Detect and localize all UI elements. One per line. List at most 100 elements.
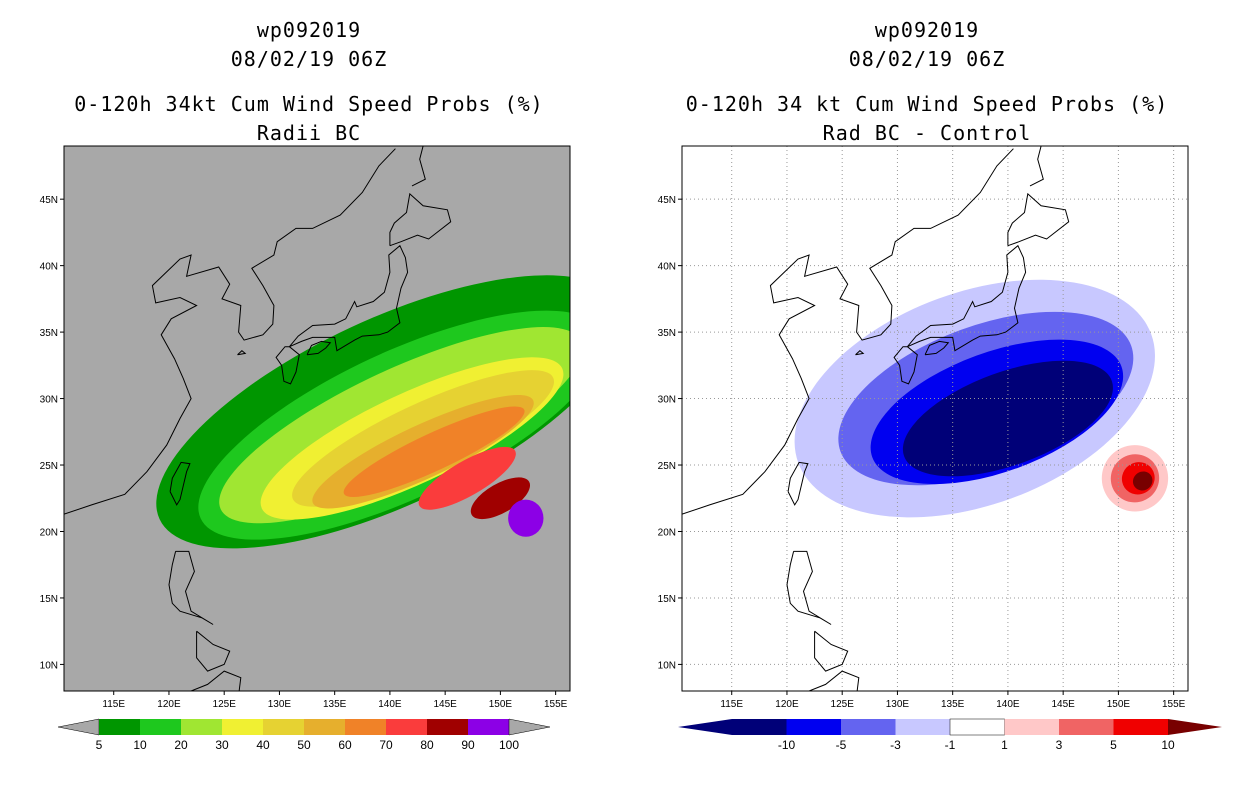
coastline xyxy=(389,192,452,247)
lon-tick-label: 115E xyxy=(720,699,743,710)
shade-contour xyxy=(418,446,516,510)
shading-layer xyxy=(156,275,570,549)
coastline xyxy=(893,346,918,385)
colorbar-segment xyxy=(1113,719,1168,735)
lon-tick-label: 150E xyxy=(1107,699,1131,710)
colorbar-segment xyxy=(222,719,263,735)
colorbar-segment xyxy=(99,719,140,735)
colorbar-segment xyxy=(1059,719,1114,735)
lon-tick-label: 120E xyxy=(775,699,799,710)
coastline xyxy=(306,340,332,356)
lat-tick-label: 30N xyxy=(658,395,676,406)
colorbar-end xyxy=(57,718,100,736)
panel-subtitle: Radii BC xyxy=(256,121,362,145)
colorbar-segment xyxy=(386,719,427,735)
colorbar-label: -1 xyxy=(945,738,956,752)
coastline xyxy=(411,146,426,187)
colorbar-segment xyxy=(895,719,950,735)
coastline xyxy=(190,670,242,691)
coastline xyxy=(855,350,865,356)
lon-tick-label: 155E xyxy=(1162,699,1186,710)
colorbar-segment xyxy=(345,719,386,735)
colorbar-label: -3 xyxy=(890,738,901,752)
colorbar-label: 1 xyxy=(1001,738,1008,752)
colorbar-label: 30 xyxy=(215,738,229,752)
colorbar-label: 60 xyxy=(338,738,352,752)
colorbar-label: 10 xyxy=(133,738,147,752)
colorbar-segment xyxy=(949,718,1005,736)
colorbar-segment xyxy=(304,719,345,735)
storm-id: wp092019 xyxy=(874,18,980,42)
lat-tick-label: 15N xyxy=(40,594,58,605)
colorbar-end xyxy=(508,718,551,736)
left-panel: wp092019 08/02/19 06Z 0-120h 34kt Cum Wi… xyxy=(40,18,571,752)
coastline xyxy=(682,148,1014,515)
coastline xyxy=(196,630,231,672)
lon-tick-label: 130E xyxy=(268,699,292,710)
lat-tick-label: 40N xyxy=(658,262,676,273)
coastline xyxy=(808,670,860,691)
coastline xyxy=(168,550,214,625)
ticks xyxy=(60,198,557,695)
storm-id: wp092019 xyxy=(256,18,362,42)
coastline xyxy=(786,550,832,625)
colorbar-label: -10 xyxy=(778,738,796,752)
grid-lines xyxy=(682,146,1188,691)
diff-map: 115E 120E 125E 130E 135E 140E 145E 150E 155E 45N 4… xyxy=(658,145,1222,752)
colorbar-label: 3 xyxy=(1056,738,1063,752)
panel-subtitle: Rad BC - Control xyxy=(822,121,1032,145)
coastline xyxy=(275,346,300,385)
coastlines xyxy=(682,146,1070,691)
coastline xyxy=(237,350,247,356)
colorbar-segment xyxy=(140,719,181,735)
lon-tick-label: 130E xyxy=(886,699,910,710)
coastline xyxy=(814,630,849,672)
lon-tick-label: 155E xyxy=(544,699,568,710)
lon-tick-label: 125E xyxy=(213,699,237,710)
plot-frame xyxy=(63,145,571,692)
lon-tick-label: 145E xyxy=(433,699,457,710)
product-title: 0-120h 34kt Cum Wind Speed Probs (%) xyxy=(74,92,544,116)
lon-tick-label: 115E xyxy=(102,699,125,710)
colorbar-label: 5 xyxy=(1110,738,1117,752)
prob-map: 115E 120E 125E 130E 135E 140E 145E 150E 155E 45N 4… xyxy=(40,145,571,752)
plot-frame xyxy=(681,145,1189,692)
colorbar-label: 10 xyxy=(1161,738,1175,752)
colorbar-label: 90 xyxy=(461,738,475,752)
colorbar-end xyxy=(678,719,732,735)
colorbar-label: 40 xyxy=(256,738,270,752)
lat-tick-label: 20N xyxy=(40,527,58,538)
colorbar-segment xyxy=(427,719,468,735)
lat-tick-label: 45N xyxy=(40,195,58,206)
colorbar-segment xyxy=(263,719,304,735)
colorbar-segment xyxy=(468,719,509,735)
lat-tick-label: 35N xyxy=(658,328,676,339)
lat-tick-label: 10N xyxy=(40,660,58,671)
coastline xyxy=(924,340,950,356)
coastline xyxy=(169,461,191,506)
colorbar: 5 10 20 30 40 50 60 70 80 90 100 xyxy=(57,718,551,752)
colorbar-label: 70 xyxy=(379,738,393,752)
shade-contour xyxy=(343,406,525,498)
ticks xyxy=(678,198,1175,695)
coastline xyxy=(1007,192,1070,247)
colorbar-label: 100 xyxy=(499,738,519,752)
lon-tick-label: 140E xyxy=(378,699,402,710)
lat-tick-label: 25N xyxy=(40,461,58,472)
colorbar-label: 5 xyxy=(96,738,103,752)
colorbar-end xyxy=(1168,719,1222,735)
lat-tick-label: 35N xyxy=(40,328,58,339)
lat-tick-label: 45N xyxy=(658,195,676,206)
colorbar-segment xyxy=(181,719,222,735)
right-panel: wp092019 08/02/19 06Z 0-120h 34 kt Cum W… xyxy=(618,0,1236,800)
coastline xyxy=(1029,146,1044,187)
lon-tick-label: 135E xyxy=(941,699,965,710)
coastline xyxy=(289,244,409,352)
shade-contour xyxy=(508,499,544,537)
coastline xyxy=(787,461,809,506)
shade-contour xyxy=(1132,471,1153,491)
colorbar-label: -5 xyxy=(836,738,847,752)
colorbar-label: 80 xyxy=(420,738,434,752)
colorbar-segment xyxy=(841,719,896,735)
lon-tick-label: 120E xyxy=(157,699,181,710)
